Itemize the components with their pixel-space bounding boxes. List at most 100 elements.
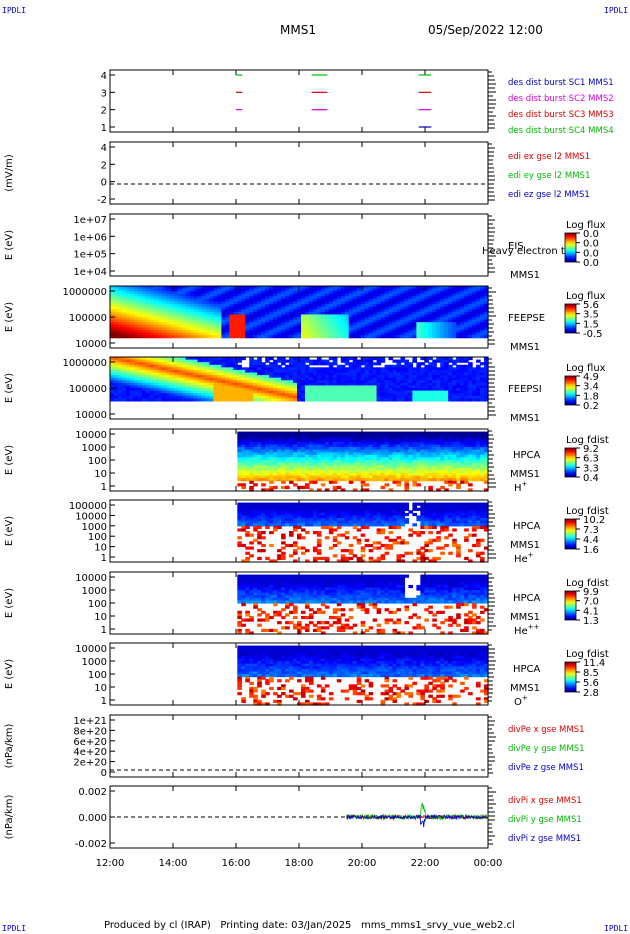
mission-title: MMS1	[280, 23, 316, 37]
x-tick-label: 12:00	[96, 858, 125, 869]
corner-label-bottom-right: IPDLI	[604, 924, 629, 933]
colorbar	[564, 375, 577, 406]
panel-frame-9	[109, 714, 489, 778]
y-tick-label: 1000	[82, 586, 107, 597]
colorbar-title: Log fdist	[566, 578, 609, 589]
legend-entry: edi ex gse l2 MMS1	[508, 152, 590, 162]
colorbar-tick: 6.3	[583, 454, 599, 465]
colorbar	[564, 661, 577, 693]
y-tick-label: 100000	[69, 501, 107, 512]
instrument-label: HPCA	[513, 521, 541, 532]
instrument-label: FEEPSE	[508, 313, 545, 324]
y-axis-label: E (eV)	[4, 659, 15, 689]
y-tick-label: 1000	[82, 443, 107, 454]
legend-entry: des dist burst SC2 MMS2	[508, 94, 614, 104]
species-label: O+	[514, 694, 528, 708]
y-tick-label: 1000000	[62, 358, 107, 369]
spectrogram-3	[110, 286, 489, 339]
y-tick-label: 100	[88, 599, 107, 610]
colorbar-tick: 4.4	[583, 535, 599, 546]
colorbar-tick: 5.6	[583, 300, 599, 311]
colorbar-title: Log flux	[566, 291, 606, 302]
instrument-label: HPCA	[513, 450, 541, 461]
legend-entry: edi ey gse l2 MMS1	[508, 171, 590, 181]
colorbar-tick: 9.9	[583, 587, 599, 598]
y-tick-label: 100	[88, 670, 107, 681]
colorbar-tick: 1.5	[583, 319, 599, 330]
legend-entry: divPe z gse MMS1	[508, 763, 584, 773]
y-tick-label: 6e+20	[73, 737, 107, 748]
spacecraft-label: MMS1	[510, 342, 540, 353]
spacecraft-label: MMS1	[510, 683, 540, 694]
y-axis-label: E (eV)	[4, 516, 15, 546]
colorbar-tick: 11.4	[583, 658, 605, 669]
colorbar-tick: 8.5	[583, 668, 599, 679]
instrument-label: FEEPSI	[508, 384, 542, 395]
colorbar-tick: 2.8	[583, 688, 599, 699]
footer-printing: Printing date: 03/Jan/2025	[220, 920, 352, 931]
y-tick-label: 10000	[75, 410, 107, 421]
corner-label-bottom-left: IPDLI	[2, 924, 27, 933]
y-tick-label: 2	[101, 160, 107, 171]
legend-entry: divPe y gse MMS1	[508, 744, 585, 754]
x-tick-label: 14:00	[159, 858, 188, 869]
colorbar-tick: 0.0	[583, 229, 599, 240]
colorbar-tick: 0.0	[583, 239, 599, 250]
instrument-label: HPCA	[513, 664, 541, 675]
y-tick-label: 100	[88, 456, 107, 467]
y-tick-label: 100000	[69, 384, 107, 395]
species-label: H+	[514, 480, 528, 494]
y-tick-label: 1e+06	[73, 232, 107, 243]
legend-entry: divPe x gse MMS1	[508, 725, 585, 735]
colorbar-tick: 1.6	[583, 545, 599, 556]
y-tick-label: 1e+04	[73, 267, 107, 278]
y-tick-label: 4	[101, 71, 107, 82]
panel-frame-0	[109, 69, 489, 133]
y-tick-label: 10	[94, 469, 107, 480]
y-tick-label: 10000	[75, 644, 107, 655]
colorbar-tick: 4.9	[583, 372, 599, 383]
y-axis-label: (nPa/km)	[4, 724, 15, 769]
y-tick-label: 0.002	[78, 787, 107, 798]
y-tick-label: 1	[101, 625, 107, 636]
y-tick-label: 1	[101, 123, 107, 134]
y-axis-label: E (eV)	[4, 230, 15, 260]
x-tick-label: 20:00	[348, 858, 377, 869]
legend-entry: des dist burst SC3 MMS3	[508, 110, 614, 120]
spacecraft-label: MMS1	[510, 413, 540, 424]
y-tick-label: 10000	[75, 339, 107, 350]
corner-label-top-right: IPDLI	[604, 6, 629, 15]
colorbar-tick: 10.2	[583, 515, 605, 526]
y-tick-label: 1e+05	[73, 250, 107, 261]
y-axis-label: (mV/m)	[4, 154, 15, 192]
y-tick-label: 1000	[82, 522, 107, 533]
y-tick-label: 8e+20	[73, 726, 107, 737]
instrument-label: EIS	[508, 241, 524, 252]
legend-entry: edi ez gse l2 MMS1	[508, 190, 590, 200]
colorbar-tick: 5.6	[583, 678, 599, 689]
spacecraft-label: MMS1	[510, 469, 540, 480]
y-tick-label: 3	[101, 88, 107, 99]
y-tick-label: 2e+20	[73, 758, 107, 769]
y-tick-label: 2	[101, 106, 107, 117]
y-tick-label: 0	[101, 178, 107, 189]
spectrogram-4	[110, 357, 489, 402]
y-axis-label: E (eV)	[4, 445, 15, 475]
colorbar-tick: 7.0	[583, 597, 599, 608]
y-tick-label: 0.000	[78, 813, 107, 824]
spectrogram-7	[237, 574, 489, 635]
y-tick-label: 1e+21	[73, 716, 107, 727]
y-tick-label: 10	[94, 683, 107, 694]
y-tick-label: 4	[101, 143, 107, 154]
y-tick-label: 10	[94, 612, 107, 623]
y-tick-label: 1	[101, 482, 107, 493]
x-tick-label: 18:00	[285, 858, 314, 869]
spectrogram-6	[237, 502, 489, 563]
legend-entry: divPi y gse MMS1	[508, 815, 582, 825]
colorbar-tick: 1.8	[583, 391, 599, 402]
y-tick-label: -2	[97, 195, 107, 206]
colorbar	[564, 518, 577, 550]
y-tick-label: 1000	[82, 657, 107, 668]
y-axis-label: E (eV)	[4, 588, 15, 618]
